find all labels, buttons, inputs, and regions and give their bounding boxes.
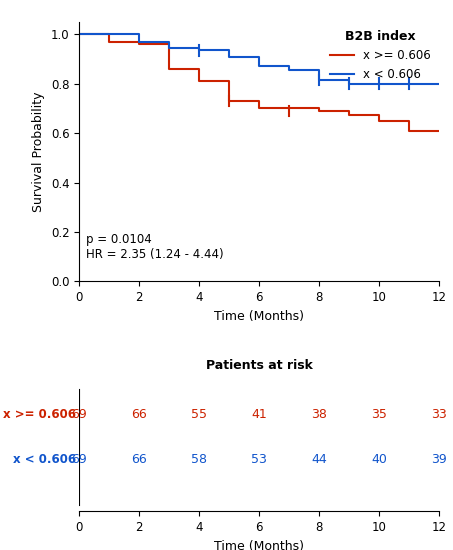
Text: 41: 41: [251, 408, 267, 421]
Text: 53: 53: [251, 453, 267, 466]
Text: 33: 33: [432, 408, 447, 421]
Text: 44: 44: [312, 453, 327, 466]
Text: 66: 66: [131, 408, 147, 421]
Text: 35: 35: [371, 408, 387, 421]
Text: 58: 58: [191, 453, 207, 466]
Text: p = 0.0104
HR = 2.35 (1.24 - 4.44): p = 0.0104 HR = 2.35 (1.24 - 4.44): [87, 233, 224, 261]
Text: 55: 55: [191, 408, 207, 421]
Text: Patients at risk: Patients at risk: [206, 359, 313, 372]
Text: x >= 0.606: x >= 0.606: [3, 408, 76, 421]
Text: x < 0.606: x < 0.606: [13, 453, 76, 466]
Legend: x >= 0.606, x < 0.606: x >= 0.606, x < 0.606: [326, 25, 436, 86]
Text: 39: 39: [432, 453, 447, 466]
X-axis label: Time (Months): Time (Months): [214, 310, 304, 323]
Text: 66: 66: [131, 453, 147, 466]
Text: 38: 38: [311, 408, 328, 421]
X-axis label: Time (Months): Time (Months): [214, 540, 304, 550]
Text: 69: 69: [72, 453, 87, 466]
Y-axis label: Survival Probability: Survival Probability: [32, 91, 45, 212]
Text: 40: 40: [371, 453, 387, 466]
Text: 69: 69: [72, 408, 87, 421]
